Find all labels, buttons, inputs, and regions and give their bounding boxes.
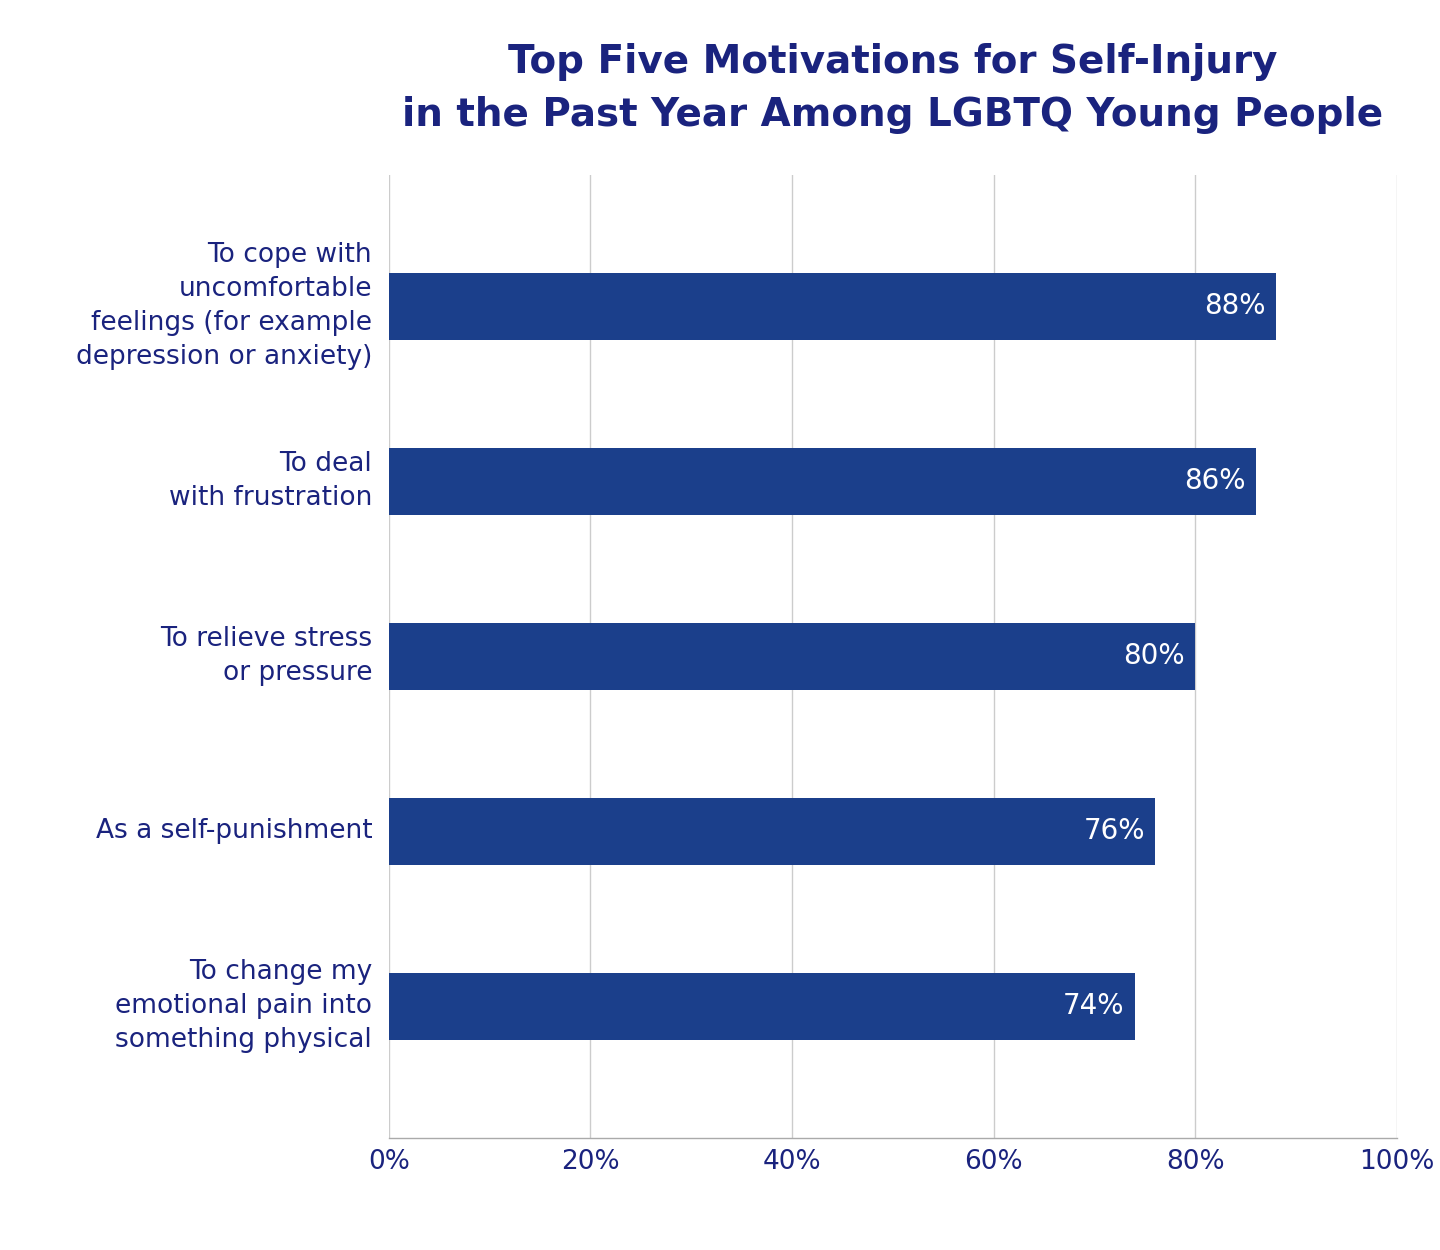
Bar xyxy=(389,972,1135,1040)
Title: Top Five Motivations for Self-Injury
in the Past Year Among LGBTQ Young People: Top Five Motivations for Self-Injury in … xyxy=(402,44,1384,135)
Bar xyxy=(389,448,1256,515)
Bar xyxy=(389,622,1195,690)
Text: 80%: 80% xyxy=(1123,642,1185,670)
Bar xyxy=(389,272,1276,340)
Text: 88%: 88% xyxy=(1204,292,1266,320)
Text: 76%: 76% xyxy=(1083,818,1145,845)
Text: 86%: 86% xyxy=(1184,468,1246,495)
Bar xyxy=(389,798,1155,865)
Text: 74%: 74% xyxy=(1063,992,1125,1020)
